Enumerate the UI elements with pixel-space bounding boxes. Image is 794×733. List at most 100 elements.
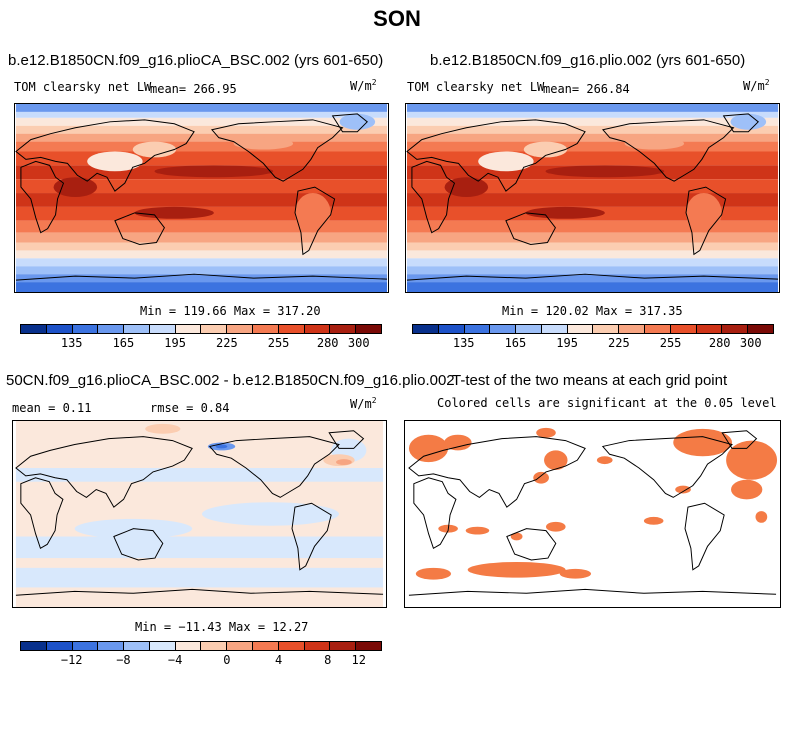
colorbar-swatch — [21, 325, 47, 333]
significant-cell — [510, 532, 523, 541]
panel-1-mean: mean= 266.95 — [150, 82, 237, 96]
panel-3-map — [12, 420, 387, 608]
field-feature — [154, 165, 274, 178]
figure-title: SON — [373, 6, 421, 31]
colorbar-tick-label: 135 — [452, 336, 475, 350]
colorbar-swatch — [46, 642, 73, 650]
coastline — [413, 477, 457, 549]
colorbar-swatch — [149, 325, 176, 333]
field-feature — [545, 165, 665, 178]
colorbar-tick-label: 195 — [556, 336, 578, 350]
panel-3-rmse: rmse = 0.84 — [150, 401, 230, 415]
field-band — [406, 274, 779, 283]
panel-1-colorbar — [20, 324, 382, 334]
field-feature — [53, 177, 98, 198]
panel-2-variable: TOM clearsky net LW — [407, 80, 545, 94]
panel-1-minmax: Min = 119.66 Max = 317.20 — [140, 304, 321, 318]
colorbar-swatch — [124, 325, 150, 333]
significant-cell — [755, 511, 768, 523]
coastline — [15, 436, 193, 508]
field-feature — [134, 206, 214, 219]
field-feature — [145, 423, 181, 434]
coastline — [294, 186, 336, 256]
colorbar-tick-label: 225 — [216, 336, 238, 350]
field-band — [15, 266, 388, 275]
colorbar-swatch — [516, 325, 542, 333]
panel-2-units: W/m2 — [743, 78, 770, 93]
colorbar-tick-label: 255 — [267, 336, 290, 350]
panel-2-colorbar — [412, 324, 774, 334]
colorbar-tick-label: 195 — [164, 336, 186, 350]
colorbar-tick-label: 165 — [112, 336, 135, 350]
colorbar-tick-label: 165 — [504, 336, 527, 350]
coastline — [114, 212, 165, 246]
field-band — [406, 282, 779, 292]
coastline — [406, 119, 586, 192]
colorbar-swatch — [330, 642, 357, 650]
colorbar-swatch — [278, 325, 305, 333]
field-band — [406, 242, 779, 251]
colorbar-tick-label: 135 — [60, 336, 83, 350]
panel-3-minmax: Min = −11.43 Max = 12.27 — [135, 620, 309, 634]
colorbar-swatch — [670, 325, 697, 333]
panel-2-colorbar-ticks: 135 165 195 225 255 280 300 — [412, 336, 774, 352]
coastline — [291, 502, 332, 571]
field-band — [15, 111, 388, 118]
colorbar-swatch — [748, 325, 773, 333]
panel-3-title: 50CN.f09_g16.plioCA_BSC.002 - b.e12.B185… — [6, 372, 455, 389]
field-band — [406, 125, 779, 134]
field-band — [15, 258, 388, 267]
coastline — [15, 588, 384, 596]
colorbar-tick-label: 0 — [223, 653, 231, 667]
panel-2-map — [405, 103, 780, 293]
colorbar-swatch — [722, 325, 749, 333]
colorbar-tick-label: −4 — [167, 653, 183, 667]
field-band — [15, 117, 388, 126]
field-band — [406, 193, 779, 207]
field-band — [406, 111, 779, 118]
colorbar-swatch — [253, 325, 279, 333]
panel-1-title: b.e12.B1850CN.f09_g16.plioCA_BSC.002 (yr… — [8, 52, 384, 69]
field-band — [406, 258, 779, 267]
panel-1-map — [14, 103, 389, 293]
colorbar-swatch — [253, 642, 279, 650]
field-feature — [132, 141, 177, 158]
panel-3-colorbar-ticks: −12 −8 −4 0 4 8 12 — [20, 653, 382, 669]
field-feature — [339, 113, 376, 130]
significant-cell — [546, 521, 566, 532]
panel-2-title: b.e12.B1850CN.f09_g16.plio.002 (yrs 601-… — [430, 52, 746, 69]
colorbar-swatch — [490, 325, 517, 333]
coastline — [722, 113, 759, 133]
coastline — [408, 588, 777, 596]
significant-cell — [467, 561, 566, 578]
coastline — [505, 212, 556, 246]
colorbar-swatch — [304, 642, 331, 650]
coastline — [328, 430, 365, 449]
colorbar-tick-label: −8 — [116, 653, 131, 667]
colorbar-swatch — [201, 642, 228, 650]
colorbar-swatch — [175, 642, 202, 650]
significant-cell — [533, 471, 549, 484]
colorbar-tick-label: 12 — [351, 653, 366, 667]
significant-cell — [465, 526, 490, 535]
field-feature — [87, 151, 143, 172]
coastline — [113, 528, 164, 561]
coastline — [684, 502, 725, 571]
colorbar-swatch — [619, 325, 646, 333]
panel-3-colorbar — [20, 641, 382, 651]
panel-4-title: T-test of the two means at each grid poi… — [452, 372, 728, 389]
field-band — [15, 250, 388, 259]
field-band — [406, 117, 779, 126]
colorbar-swatch — [21, 642, 47, 650]
panel-1-units: W/m2 — [350, 78, 377, 93]
colorbar-swatch — [413, 325, 439, 333]
colorbar-swatch — [464, 325, 491, 333]
field-feature — [215, 444, 228, 449]
panel-1-colorbar-ticks: 135 165 195 225 255 280 300 — [20, 336, 382, 352]
significant-cell — [726, 440, 778, 480]
colorbar-tick-label: 300 — [347, 336, 370, 350]
colorbar-swatch — [227, 642, 254, 650]
field-band — [15, 125, 388, 134]
panel-3-mean: mean = 0.11 — [12, 401, 92, 415]
colorbar-swatch — [72, 642, 99, 650]
